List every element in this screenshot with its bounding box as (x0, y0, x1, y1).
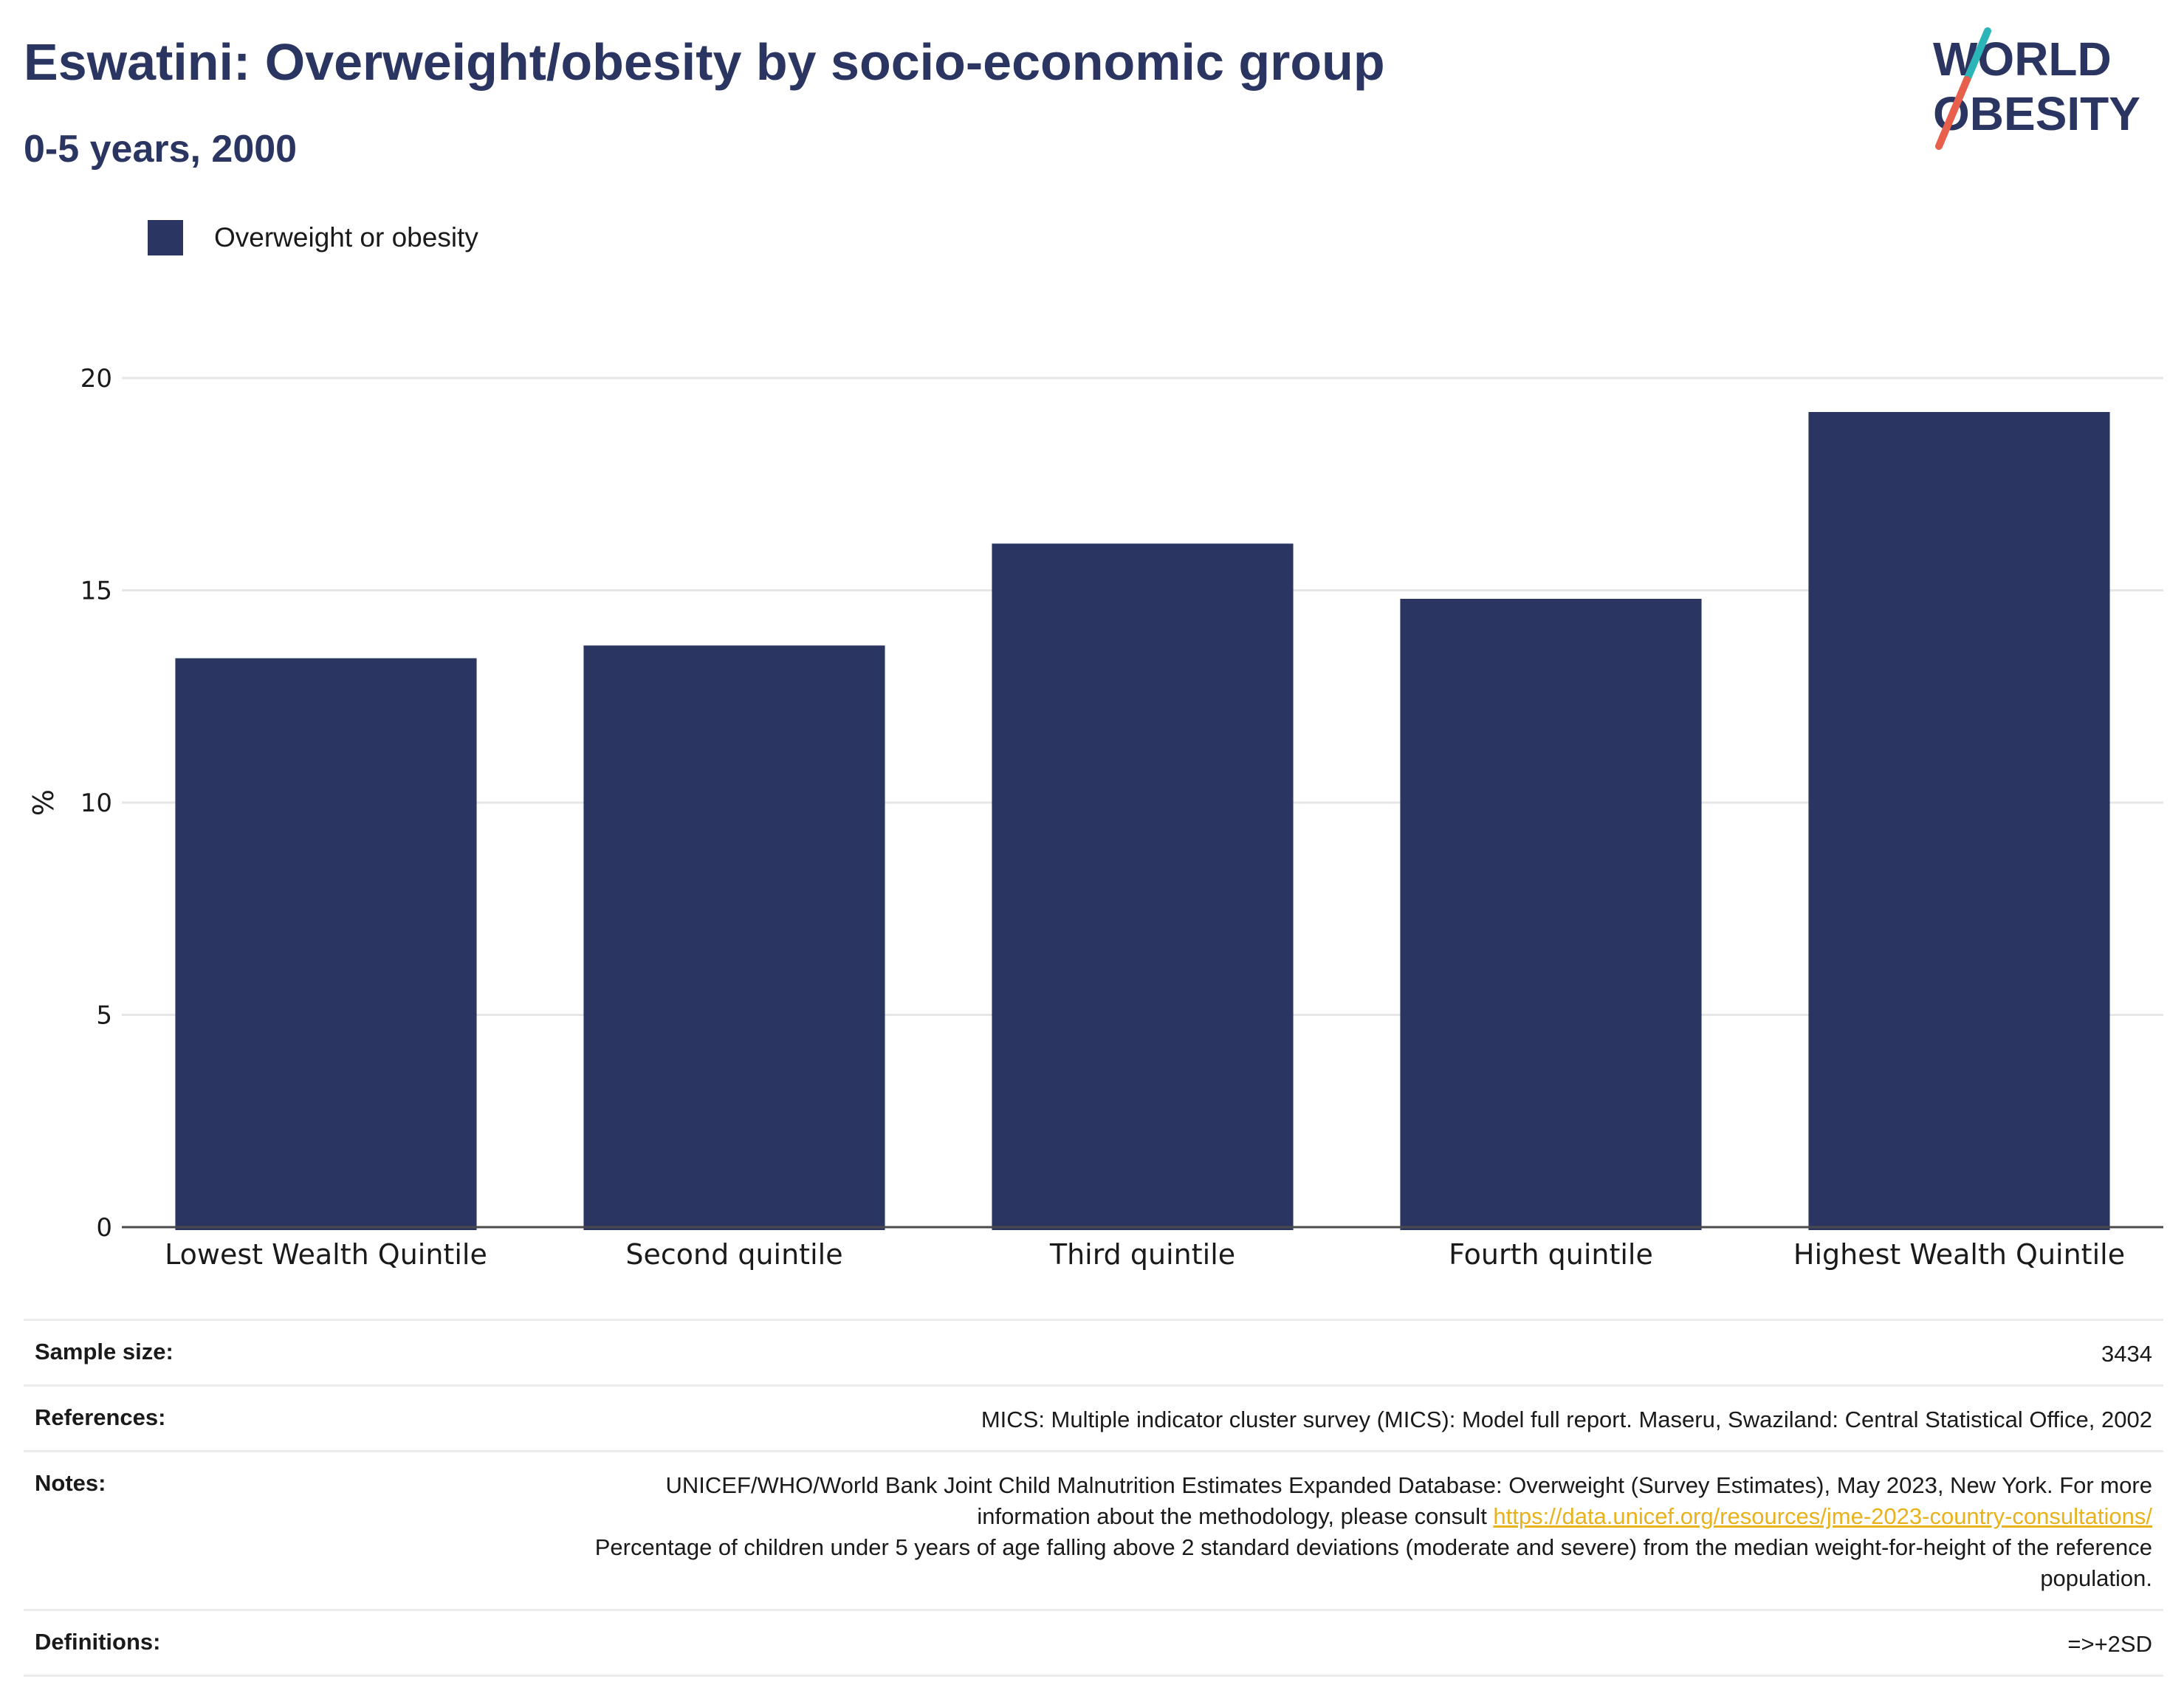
notes-text-1: UNICEF/WHO/World Bank Joint Child Malnut… (665, 1472, 2152, 1529)
svg-text:WORLD: WORLD (1933, 32, 2112, 86)
y-tick-label: 5 (96, 1001, 112, 1031)
y-tick-labels: 0 5 10 15 20 (80, 364, 112, 1243)
info-row-definitions: Definitions: =>+2SD (24, 1609, 2163, 1677)
bar (175, 658, 477, 1230)
legend-swatch (148, 220, 183, 255)
info-table: Sample size: 3434 References: MICS: Mult… (24, 1319, 2163, 1677)
world-obesity-logo: WORLD OBESITY (1933, 27, 2140, 150)
y-tick-label: 15 (80, 577, 112, 606)
legend-label: Overweight or obesity (214, 222, 478, 253)
bar (1808, 412, 2110, 1230)
y-tick-label: 10 (80, 789, 112, 818)
bars (175, 412, 2110, 1230)
chart-title: Eswatini: Overweight/obesity by socio-ec… (24, 33, 1385, 91)
y-axis-label: % (27, 789, 60, 816)
y-tick-label: 0 (96, 1213, 112, 1243)
bar (1400, 599, 1702, 1230)
x-tick-label: Second quintile (625, 1238, 842, 1271)
sample-size-value: 3434 (2101, 1341, 2152, 1367)
bar-chart: 0 5 10 15 20 Lowest Wealth Quintile Second qu… (27, 364, 2163, 1271)
methodology-link[interactable]: https://data.unicef.org/resources/jme-20… (1493, 1503, 2152, 1529)
x-tick-label: Highest Wealth Quintile (1793, 1238, 2125, 1271)
y-tick-label: 20 (80, 364, 112, 394)
references-label: References: (35, 1404, 166, 1430)
info-row-references: References: MICS: Multiple indicator clu… (24, 1384, 2163, 1450)
bar (583, 645, 885, 1230)
svg-text:OBESITY: OBESITY (1933, 87, 2140, 140)
references-value: MICS: Multiple indicator cluster survey … (981, 1407, 2152, 1432)
definitions-label: Definitions: (35, 1629, 161, 1655)
notes-text-2: Percentage of children under 5 years of … (594, 1534, 2152, 1591)
chart-subtitle: 0-5 years, 2000 (24, 128, 298, 171)
definitions-value: =>+2SD (2067, 1631, 2152, 1657)
x-tick-label: Lowest Wealth Quintile (165, 1238, 487, 1271)
info-row-sample-size: Sample size: 3434 (24, 1319, 2163, 1384)
x-tick-label: Third quintile (1049, 1238, 1235, 1271)
notes-value: UNICEF/WHO/World Bank Joint Child Malnut… (587, 1470, 2152, 1594)
x-tick-labels: Lowest Wealth Quintile Second quintile Thi… (165, 1238, 2125, 1271)
bar (992, 543, 1294, 1230)
x-tick-label: Fourth quintile (1449, 1238, 1653, 1271)
sample-size-label: Sample size: (35, 1339, 174, 1364)
info-row-notes: Notes: UNICEF/WHO/World Bank Joint Child… (24, 1450, 2163, 1609)
notes-label: Notes: (35, 1470, 106, 1496)
chart-legend: Overweight or obesity (148, 219, 478, 257)
